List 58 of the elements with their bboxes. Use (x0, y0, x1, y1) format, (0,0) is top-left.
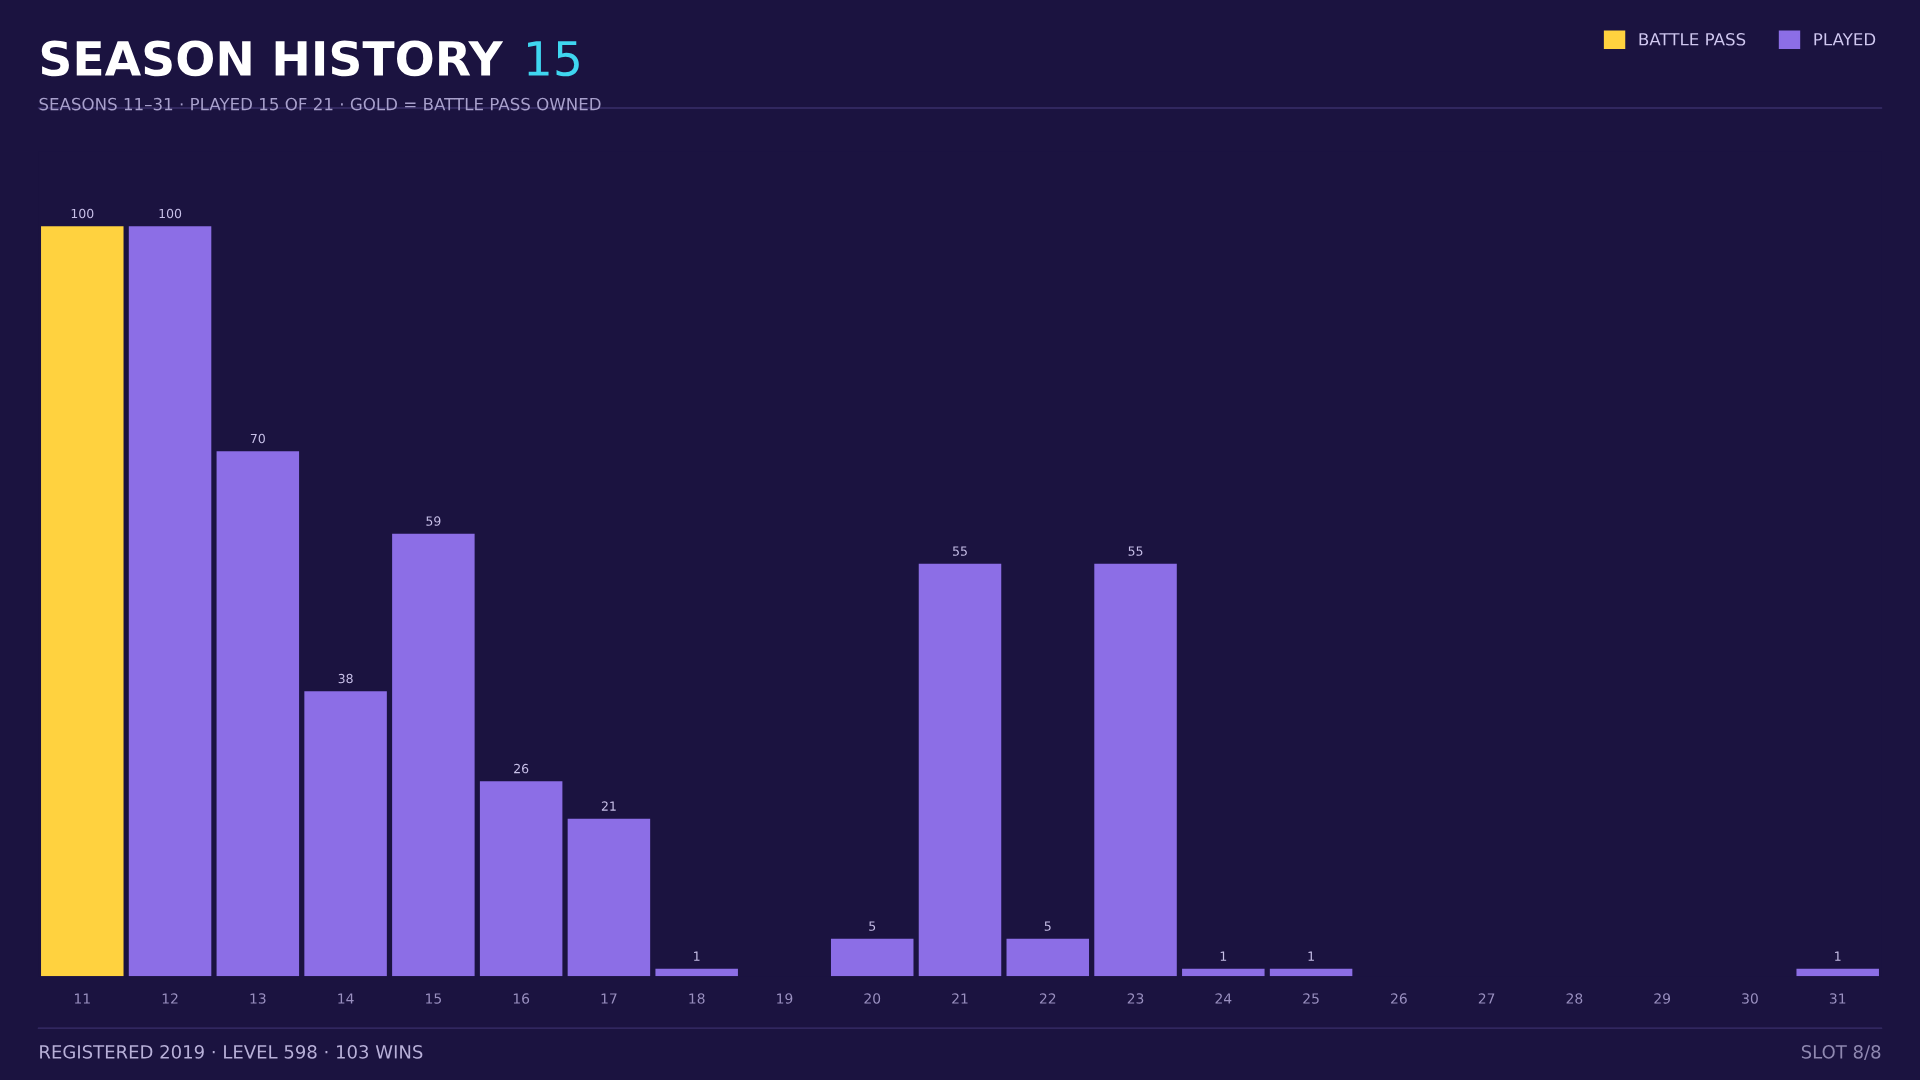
x-tick-label: 20 (864, 993, 881, 1004)
bar (567, 818, 651, 977)
bar (392, 533, 475, 977)
data-label: 5 (1044, 921, 1051, 931)
x-tick-label: 26 (1391, 993, 1407, 1004)
bar (655, 968, 738, 977)
x-tick-label: 24 (1215, 993, 1232, 1004)
bar (1006, 938, 1090, 977)
x-tick-label: 19 (777, 993, 793, 1004)
data-label: 1 (694, 951, 700, 961)
chart-subtitle: SEASONS 11–31 · PLAYED 15 OF 21 · GOLD = BATTLE PASS OWNED (39, 97, 601, 111)
chart-title: SEASON HISTORY (41, 40, 504, 77)
x-tick-label: 21 (952, 993, 968, 1004)
x-tick-label: 18 (689, 993, 705, 1004)
data-label: 1 (1308, 951, 1314, 961)
x-tick-label: 12 (162, 993, 178, 1004)
text: REGISTERED 2019 · LEVEL 598 · 103 WINS (40, 1045, 423, 1059)
x-tick-label: 11 (74, 993, 90, 1004)
data-label: 59 (426, 516, 441, 526)
legend-label: PLAYED (1814, 33, 1876, 46)
text: 15 (528, 41, 579, 77)
bar (1796, 968, 1879, 977)
x-tick-label: 30 (1742, 993, 1758, 1004)
bar (128, 226, 212, 977)
bar (216, 451, 300, 977)
x-tick-label: 22 (1039, 993, 1056, 1004)
x-tick-label: 28 (1566, 993, 1583, 1004)
data-label: 1 (1220, 951, 1227, 961)
x-tick-label: 27 (1478, 993, 1495, 1004)
data-label: 55 (1128, 546, 1143, 556)
x-tick-label: 17 (601, 993, 617, 1004)
data-label: 70 (250, 433, 265, 444)
x-tick-label: 16 (513, 993, 530, 1004)
data-label: 5 (869, 921, 876, 931)
data-label: 55 (953, 546, 967, 556)
bar (1182, 968, 1265, 977)
x-tick-label: 29 (1654, 993, 1671, 1004)
text: SLOT 8/8 (1801, 1045, 1881, 1061)
x-tick-label: 31 (1829, 993, 1846, 1004)
bar (830, 938, 914, 977)
bar (41, 226, 124, 977)
bar (304, 691, 387, 977)
data-label: 100 (71, 208, 94, 219)
data-label: 1 (1835, 951, 1841, 961)
bar (918, 563, 1002, 977)
data-label: 26 (514, 763, 529, 774)
legend-label: BATTLE PASS (1639, 33, 1746, 46)
data-label: 38 (338, 673, 353, 684)
x-tick-label: 13 (250, 993, 266, 1004)
x-tick-label: 23 (1127, 993, 1144, 1004)
x-tick-label: 25 (1303, 993, 1319, 1004)
data-label: 100 (159, 208, 182, 219)
x-tick-label: 14 (338, 993, 354, 1004)
bar (1094, 563, 1177, 977)
x-tick-label: 15 (426, 993, 441, 1004)
bar (1269, 968, 1353, 977)
bar (479, 781, 563, 977)
data-label: 21 (601, 801, 616, 811)
